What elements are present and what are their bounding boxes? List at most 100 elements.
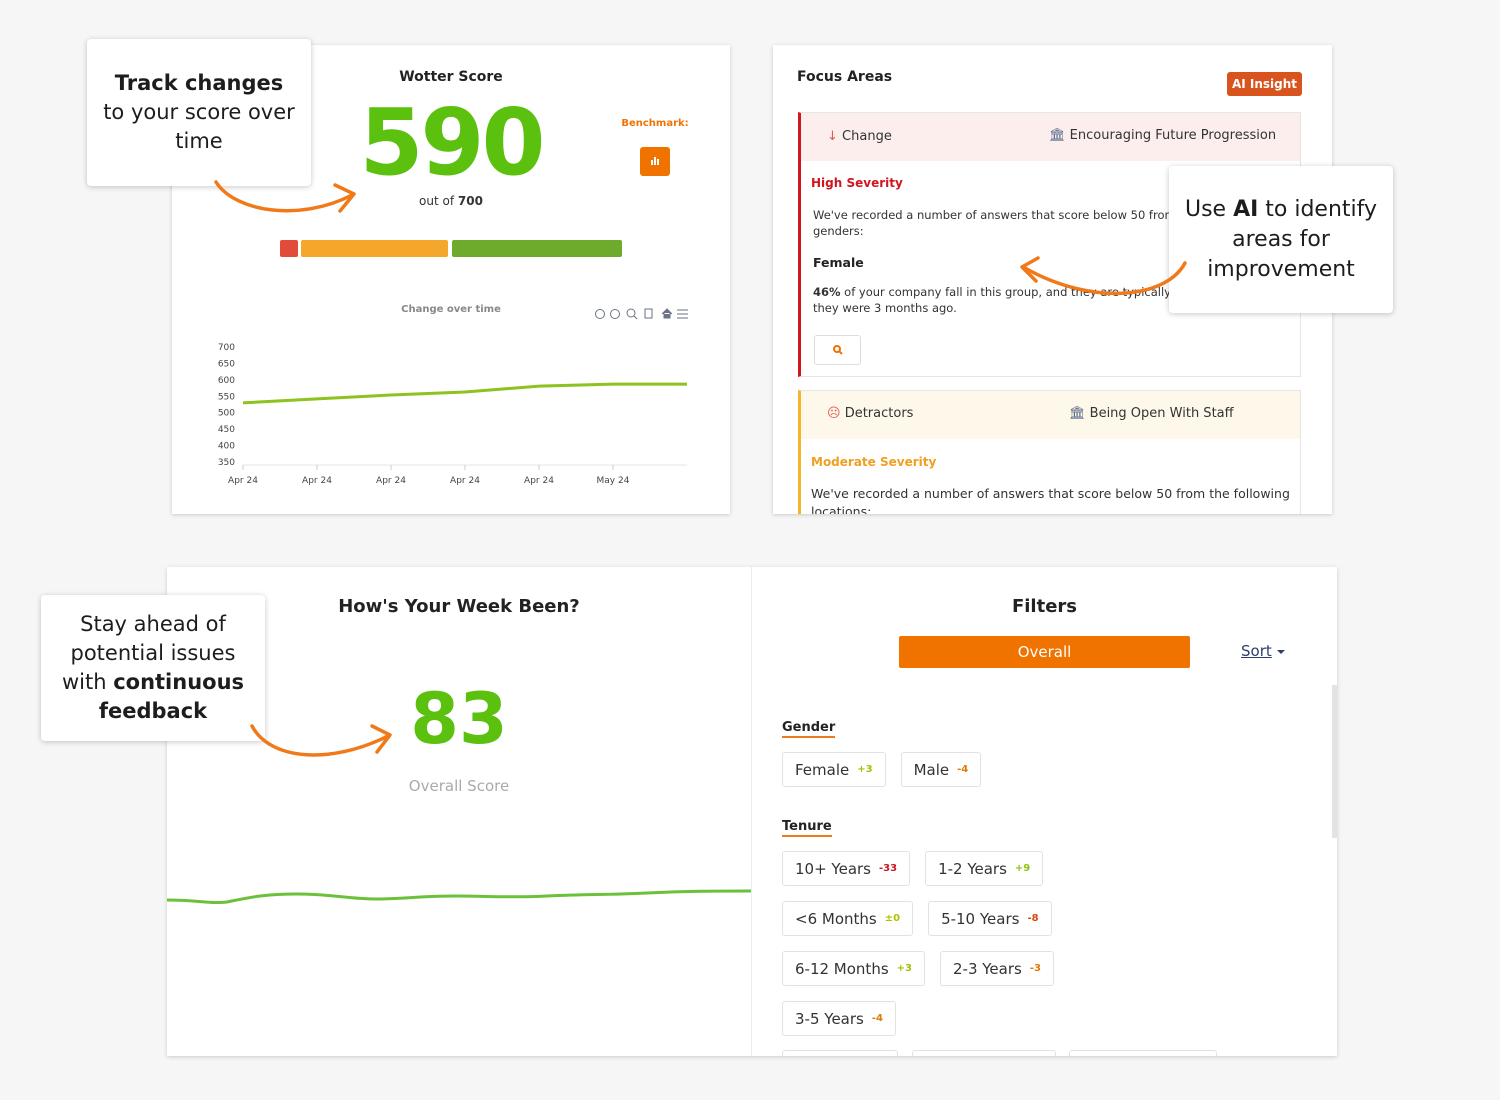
- callout-text: Use AI to identify areas for improvement: [1183, 195, 1379, 285]
- chip-outline: [782, 1050, 898, 1056]
- y-tick-label: 700: [218, 343, 235, 353]
- focus-item[interactable]: ↓ Change 🏛 Encouraging Future Progressio…: [798, 112, 1301, 377]
- down-arrow-icon: ↓: [827, 129, 838, 144]
- severity: High Severity: [811, 176, 903, 190]
- description: We've recorded a number of answers that …: [811, 486, 1290, 514]
- x-tick-label: Apr 24: [450, 476, 480, 486]
- overall-button[interactable]: Overall: [899, 636, 1190, 668]
- chip-outline: [1069, 1050, 1217, 1056]
- filter-chip[interactable]: 5-10 Years -8: [928, 901, 1052, 936]
- wotter-score-card: Wotter Score 590 out of 700 Benchmark: C…: [172, 45, 730, 514]
- y-tick-label: 350: [218, 458, 235, 468]
- benchmark-label: Benchmark:: [621, 118, 689, 129]
- segment-orange: [301, 240, 448, 257]
- callout-segment: to your score over time: [103, 71, 302, 153]
- filter-chip[interactable]: 3-5 Years -4: [782, 1001, 896, 1036]
- chip-label: 6-12 Months: [795, 959, 889, 978]
- filter-chip[interactable]: <6 Months ±0: [782, 901, 914, 936]
- callout-text: Stay ahead of potential issues with cont…: [55, 610, 251, 726]
- weekly-score-label: Overall Score: [408, 777, 510, 795]
- description: We've recorded a number of answers that …: [813, 208, 1254, 238]
- card-title: Wotter Score: [399, 69, 503, 85]
- chart-toolbar[interactable]: [595, 308, 689, 320]
- chip-delta: ±0: [884, 913, 901, 924]
- chip-delta: -33: [879, 863, 898, 874]
- chart-title: Change over time: [401, 304, 501, 315]
- chip-delta: -4: [957, 764, 969, 775]
- chip-delta: -4: [871, 1013, 883, 1024]
- line-chart: Change over time 350 400 450 500 550 600 650 70…: [218, 304, 689, 486]
- scrollbar[interactable]: [1332, 685, 1337, 838]
- chip-list: Female +3 Male -4: [782, 752, 1182, 787]
- chip-label: 2-3 Years: [952, 959, 1022, 978]
- theme: 🏛 Being Open With Staff: [1069, 406, 1234, 421]
- chip-label: 1-2 Years: [938, 859, 1007, 878]
- focus-item-header: ↓ Change 🏛 Encouraging Future Progressio…: [801, 113, 1300, 161]
- filter-chip[interactable]: Male -4: [900, 752, 982, 787]
- theme: 🏛 Encouraging Future Progression: [1049, 128, 1276, 143]
- y-tick-label: 400: [218, 442, 235, 452]
- chip-label: 5-10 Years: [941, 909, 1020, 928]
- chip-delta: -3: [1029, 963, 1041, 974]
- metric: ☹ Detractors: [827, 406, 913, 421]
- y-tick-label: 600: [218, 376, 235, 386]
- chip-label: 3-5 Years: [795, 1009, 864, 1028]
- filters-title: Filters: [1011, 596, 1078, 617]
- out-of-value: 700: [457, 194, 483, 208]
- y-tick-label: 650: [218, 359, 235, 369]
- card-title: Focus Areas: [797, 69, 893, 85]
- chip-delta: +3: [896, 963, 912, 974]
- search-button[interactable]: [814, 335, 861, 365]
- callout: Track changes to your score over time: [87, 39, 311, 186]
- weekly-card: How's Your Week Been? 83 Overall Score F…: [167, 567, 1337, 1056]
- sad-icon: ☹: [827, 406, 841, 421]
- ai-badge: AI Insight: [1227, 72, 1302, 96]
- y-tick-label: 450: [218, 425, 235, 435]
- weekly-trend: [167, 889, 751, 905]
- filter-chip[interactable]: 2-3 Years -3: [939, 951, 1054, 986]
- bank-icon: 🏛: [1049, 128, 1066, 143]
- divider: [751, 567, 752, 1056]
- group-label: Gender: [782, 720, 836, 738]
- caret: [1276, 649, 1285, 654]
- x-tick-label: Apr 24: [302, 476, 332, 486]
- search-icon: [833, 345, 843, 355]
- chip-delta: +3: [857, 764, 873, 775]
- metric-name: Detractors: [844, 406, 914, 421]
- callout: Stay ahead of potential issues with cont…: [41, 595, 265, 741]
- chip-delta: -8: [1027, 913, 1039, 924]
- callout-segment: AI: [1233, 196, 1259, 222]
- x-tick-label: May 24: [597, 476, 630, 486]
- score: 590: [359, 89, 545, 196]
- group: Female: [813, 255, 864, 270]
- chip-list: 10+ Years -33 1-2 Years +9 <6 Months ±0 5-10 Y…: [782, 851, 1182, 1036]
- x-tick-label: Apr 24: [228, 476, 258, 486]
- filter-chip[interactable]: 6-12 Months +3: [782, 951, 925, 986]
- theme-name: Encouraging Future Progression: [1069, 128, 1277, 143]
- filter-chip[interactable]: 1-2 Years +9: [925, 851, 1044, 886]
- callout-text: Track changes to your score over time: [101, 69, 297, 156]
- callout-segment: to identify areas for improvement: [1207, 196, 1385, 282]
- chip-delta: +9: [1014, 863, 1031, 874]
- filter-chip[interactable]: Female +3: [782, 752, 886, 787]
- chip-label: Female: [795, 760, 850, 779]
- callout: Use AI to identify areas for improvement: [1169, 166, 1393, 313]
- callout-segment: continuous feedback: [98, 670, 252, 723]
- focus-item[interactable]: ☹ Detractors 🏛 Being Open With Staff Mod…: [798, 390, 1301, 514]
- benchmark-button[interactable]: [640, 147, 670, 176]
- segment-red: [280, 240, 298, 257]
- metric: ↓ Change: [827, 129, 892, 144]
- bank-icon: 🏛: [1069, 406, 1086, 421]
- filter-groups: Gender Female +3 Male -4 Tenure 10+ Years -33 1-…: [782, 716, 1182, 1056]
- y-tick-label: 500: [218, 409, 235, 419]
- filter-group: Gender Female +3 Male -4: [782, 716, 1182, 787]
- sort-dropdown[interactable]: Sort: [1241, 642, 1285, 660]
- chip-label: Male: [913, 760, 950, 779]
- weekly-title: How's Your Week Been?: [338, 596, 580, 617]
- chip-label: 10+ Years: [795, 859, 871, 878]
- stat-value: 46%: [813, 285, 841, 299]
- x-tick-label: Apr 24: [376, 476, 406, 486]
- filter-chip[interactable]: 10+ Years -33: [782, 851, 911, 886]
- y-tick-label: 550: [218, 392, 235, 402]
